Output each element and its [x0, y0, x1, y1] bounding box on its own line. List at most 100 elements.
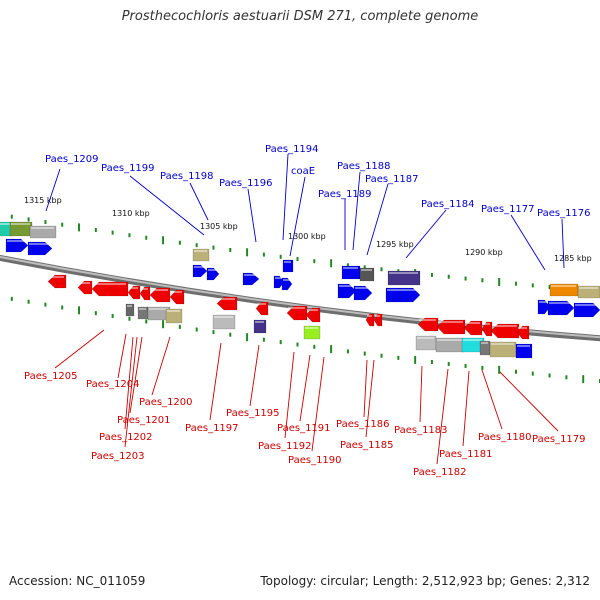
gene-label[interactable]: Paes_1202 — [99, 432, 153, 443]
gene-arrow[interactable] — [273, 275, 285, 289]
gene-label[interactable]: Paes_1196 — [219, 178, 273, 189]
gene-label[interactable]: Paes_1200 — [139, 397, 193, 408]
gene-arrow[interactable] — [165, 308, 183, 324]
gene-arrow[interactable] — [385, 287, 421, 303]
scale-tick — [330, 345, 333, 354]
gene-label[interactable]: Paes_1177 — [481, 204, 535, 215]
gene-arrow[interactable] — [515, 343, 533, 359]
gene-label[interactable]: coaE — [291, 166, 315, 177]
gene-arrow[interactable] — [516, 325, 530, 340]
scale-label: 1285 kbp — [554, 254, 592, 263]
gene-arrow[interactable] — [537, 299, 551, 315]
gene-arrow[interactable] — [127, 285, 141, 300]
gene-arrow[interactable] — [337, 283, 357, 299]
leader-line — [151, 336, 171, 396]
gene-arrow[interactable] — [91, 281, 129, 297]
leader-line — [282, 153, 289, 241]
gene-arrow[interactable] — [139, 286, 151, 301]
gene-label[interactable]: Paes_1201 — [117, 415, 171, 426]
gene-arrow[interactable] — [547, 300, 575, 316]
gene-arrow[interactable] — [577, 285, 600, 299]
gene-label[interactable]: Paes_1209 — [45, 154, 99, 165]
gene-arrow[interactable] — [359, 267, 375, 282]
gene-arrow[interactable] — [461, 337, 485, 353]
gene-label[interactable]: Paes_1203 — [91, 451, 145, 462]
gene-label[interactable]: Paes_1180 — [478, 432, 532, 443]
gene-arrow[interactable] — [373, 313, 383, 327]
gene-arrow[interactable] — [77, 280, 93, 295]
leader-line — [299, 354, 311, 422]
gene-label[interactable]: Paes_1185 — [340, 440, 394, 451]
gene-features — [0, 221, 600, 359]
gene-label[interactable]: Paes_1194 — [265, 144, 319, 155]
scale-label: 1300 kbp — [288, 232, 326, 241]
gene-arrow[interactable] — [573, 302, 600, 318]
scale-tick — [464, 363, 467, 368]
gene-label[interactable]: Paes_1188 — [337, 161, 391, 172]
gene-arrow[interactable] — [353, 285, 373, 301]
gene-arrow[interactable] — [490, 323, 520, 339]
scale-tick — [346, 263, 349, 268]
gene-label[interactable]: Paes_1192 — [258, 441, 312, 452]
scale-tick — [548, 285, 551, 290]
gene-label[interactable]: Paes_1189 — [318, 189, 372, 200]
scale-tick — [229, 247, 232, 252]
gene-arrow[interactable] — [282, 259, 294, 273]
gene-arrow[interactable] — [29, 225, 57, 239]
leader-line — [117, 333, 127, 379]
gene-label[interactable]: Paes_1186 — [336, 419, 390, 430]
gene-arrow[interactable] — [305, 307, 321, 323]
gene-arrow[interactable] — [341, 265, 361, 280]
scale-tick — [279, 340, 282, 345]
gene-arrow[interactable] — [255, 301, 269, 316]
gene-arrow[interactable] — [415, 335, 437, 351]
gene-arrow[interactable] — [479, 340, 491, 356]
gene-label[interactable]: Paes_1183 — [394, 425, 448, 436]
gene-label[interactable]: Paes_1184 — [421, 199, 475, 210]
gene-label[interactable]: Paes_1182 — [413, 467, 467, 478]
gene-arrow[interactable] — [149, 287, 171, 303]
gene-arrow[interactable] — [481, 321, 493, 337]
gene-label[interactable]: Paes_1198 — [160, 171, 214, 182]
gene-arrow[interactable] — [549, 283, 579, 297]
scale-tick — [531, 283, 534, 288]
gene-label[interactable]: Paes_1181 — [439, 449, 493, 460]
gene-arrow[interactable] — [192, 248, 210, 262]
gene-arrow[interactable] — [489, 341, 517, 358]
gene-label[interactable]: Paes_1176 — [537, 208, 591, 219]
gene-arrow[interactable] — [5, 238, 29, 253]
gene-label[interactable]: Paes_1205 — [24, 371, 78, 382]
gene-arrow[interactable] — [169, 289, 185, 305]
gene-arrow[interactable] — [463, 320, 483, 336]
gene-arrow[interactable] — [216, 296, 238, 311]
gene-arrow[interactable] — [242, 272, 260, 286]
gene-label[interactable]: Paes_1191 — [277, 423, 331, 434]
gene-arrow[interactable] — [281, 277, 293, 291]
gene-arrow[interactable] — [436, 319, 466, 335]
gene-arrow[interactable] — [125, 303, 135, 317]
gene-arrow[interactable] — [417, 317, 439, 332]
gene-arrow[interactable] — [365, 313, 375, 327]
gene-arrow[interactable] — [137, 306, 149, 320]
gene-label[interactable]: Paes_1187 — [365, 174, 419, 185]
gene-arrow[interactable] — [253, 319, 267, 334]
gene-arrow[interactable] — [435, 337, 465, 353]
gene-arrow[interactable] — [47, 274, 67, 289]
gene-arrow[interactable] — [206, 267, 220, 281]
gene-arrow[interactable] — [303, 325, 321, 340]
gene-label[interactable]: Paes_1190 — [288, 455, 342, 466]
scale-tick — [162, 320, 165, 329]
scale-tick — [498, 278, 501, 286]
gene-arrow[interactable] — [27, 241, 53, 256]
gene-arrow[interactable] — [212, 314, 236, 330]
gene-arrow[interactable] — [387, 270, 421, 286]
gene-arrow[interactable] — [286, 305, 308, 321]
gene-arrow[interactable] — [192, 264, 208, 278]
gene-label[interactable]: Paes_1204 — [86, 379, 140, 390]
gene-label[interactable]: Paes_1195 — [226, 408, 280, 419]
gene-label[interactable]: Paes_1199 — [101, 163, 155, 174]
gene-label[interactable]: Paes_1179 — [532, 434, 586, 445]
gene-arrow[interactable] — [9, 221, 33, 237]
gene-label[interactable]: Paes_1197 — [185, 423, 239, 434]
scale-tick — [262, 252, 265, 257]
